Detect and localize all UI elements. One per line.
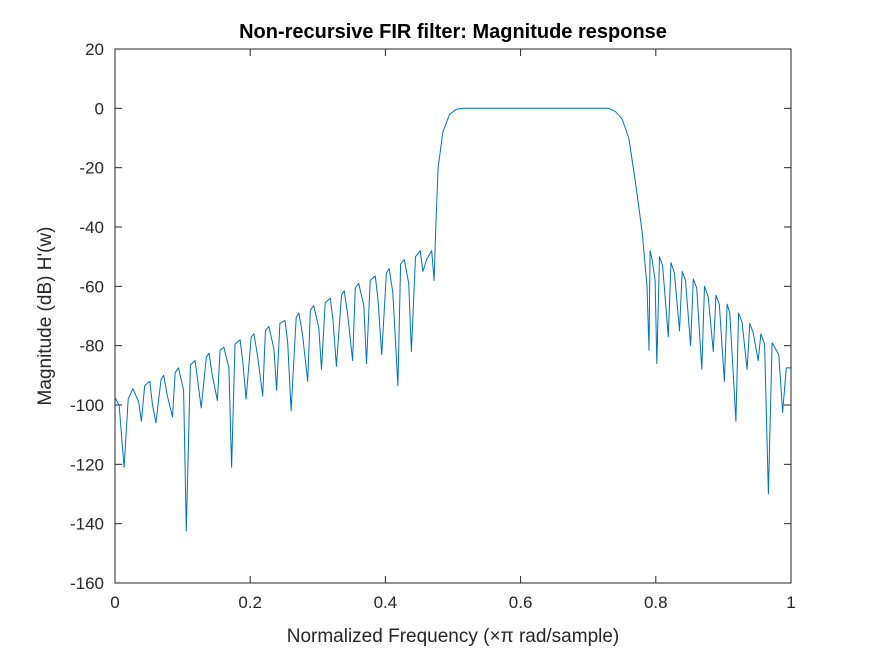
- y-tick-label: -140: [70, 515, 104, 534]
- y-tick-label: -60: [79, 277, 104, 296]
- y-tick-label: -20: [79, 159, 104, 178]
- y-tick-label: 20: [85, 40, 104, 59]
- y-tick-label: -120: [70, 455, 104, 474]
- chart-title: Non-recursive FIR filter: Magnitude resp…: [239, 21, 667, 43]
- magnitude-response-line: [114, 107, 791, 532]
- x-tick-label: 1: [786, 593, 795, 612]
- y-tick-label: -100: [70, 396, 104, 415]
- plot-background: [115, 49, 791, 583]
- y-tick-label: -40: [79, 218, 104, 237]
- y-tick-label: -160: [70, 574, 104, 593]
- x-tick-label: 0: [110, 593, 119, 612]
- x-tick-label: 0.2: [238, 593, 262, 612]
- x-tick-label: 0.8: [644, 593, 668, 612]
- tick-labels: 0 0.2 0.4 0.6 0.8 1 20 0 -20 -40 -60 -80 -100 -120 -14…: [70, 40, 796, 612]
- x-tick-label: 0.4: [374, 593, 398, 612]
- y-axis-label: Magnitude (dB) H'(w): [35, 227, 56, 406]
- x-tick-label: 0.6: [509, 593, 533, 612]
- y-tick-label: -80: [79, 337, 104, 356]
- x-axis-label: Normalized Frequency (×π rad/sample): [287, 626, 620, 647]
- axes-box: [114, 48, 792, 584]
- y-tick-label: 0: [95, 99, 104, 118]
